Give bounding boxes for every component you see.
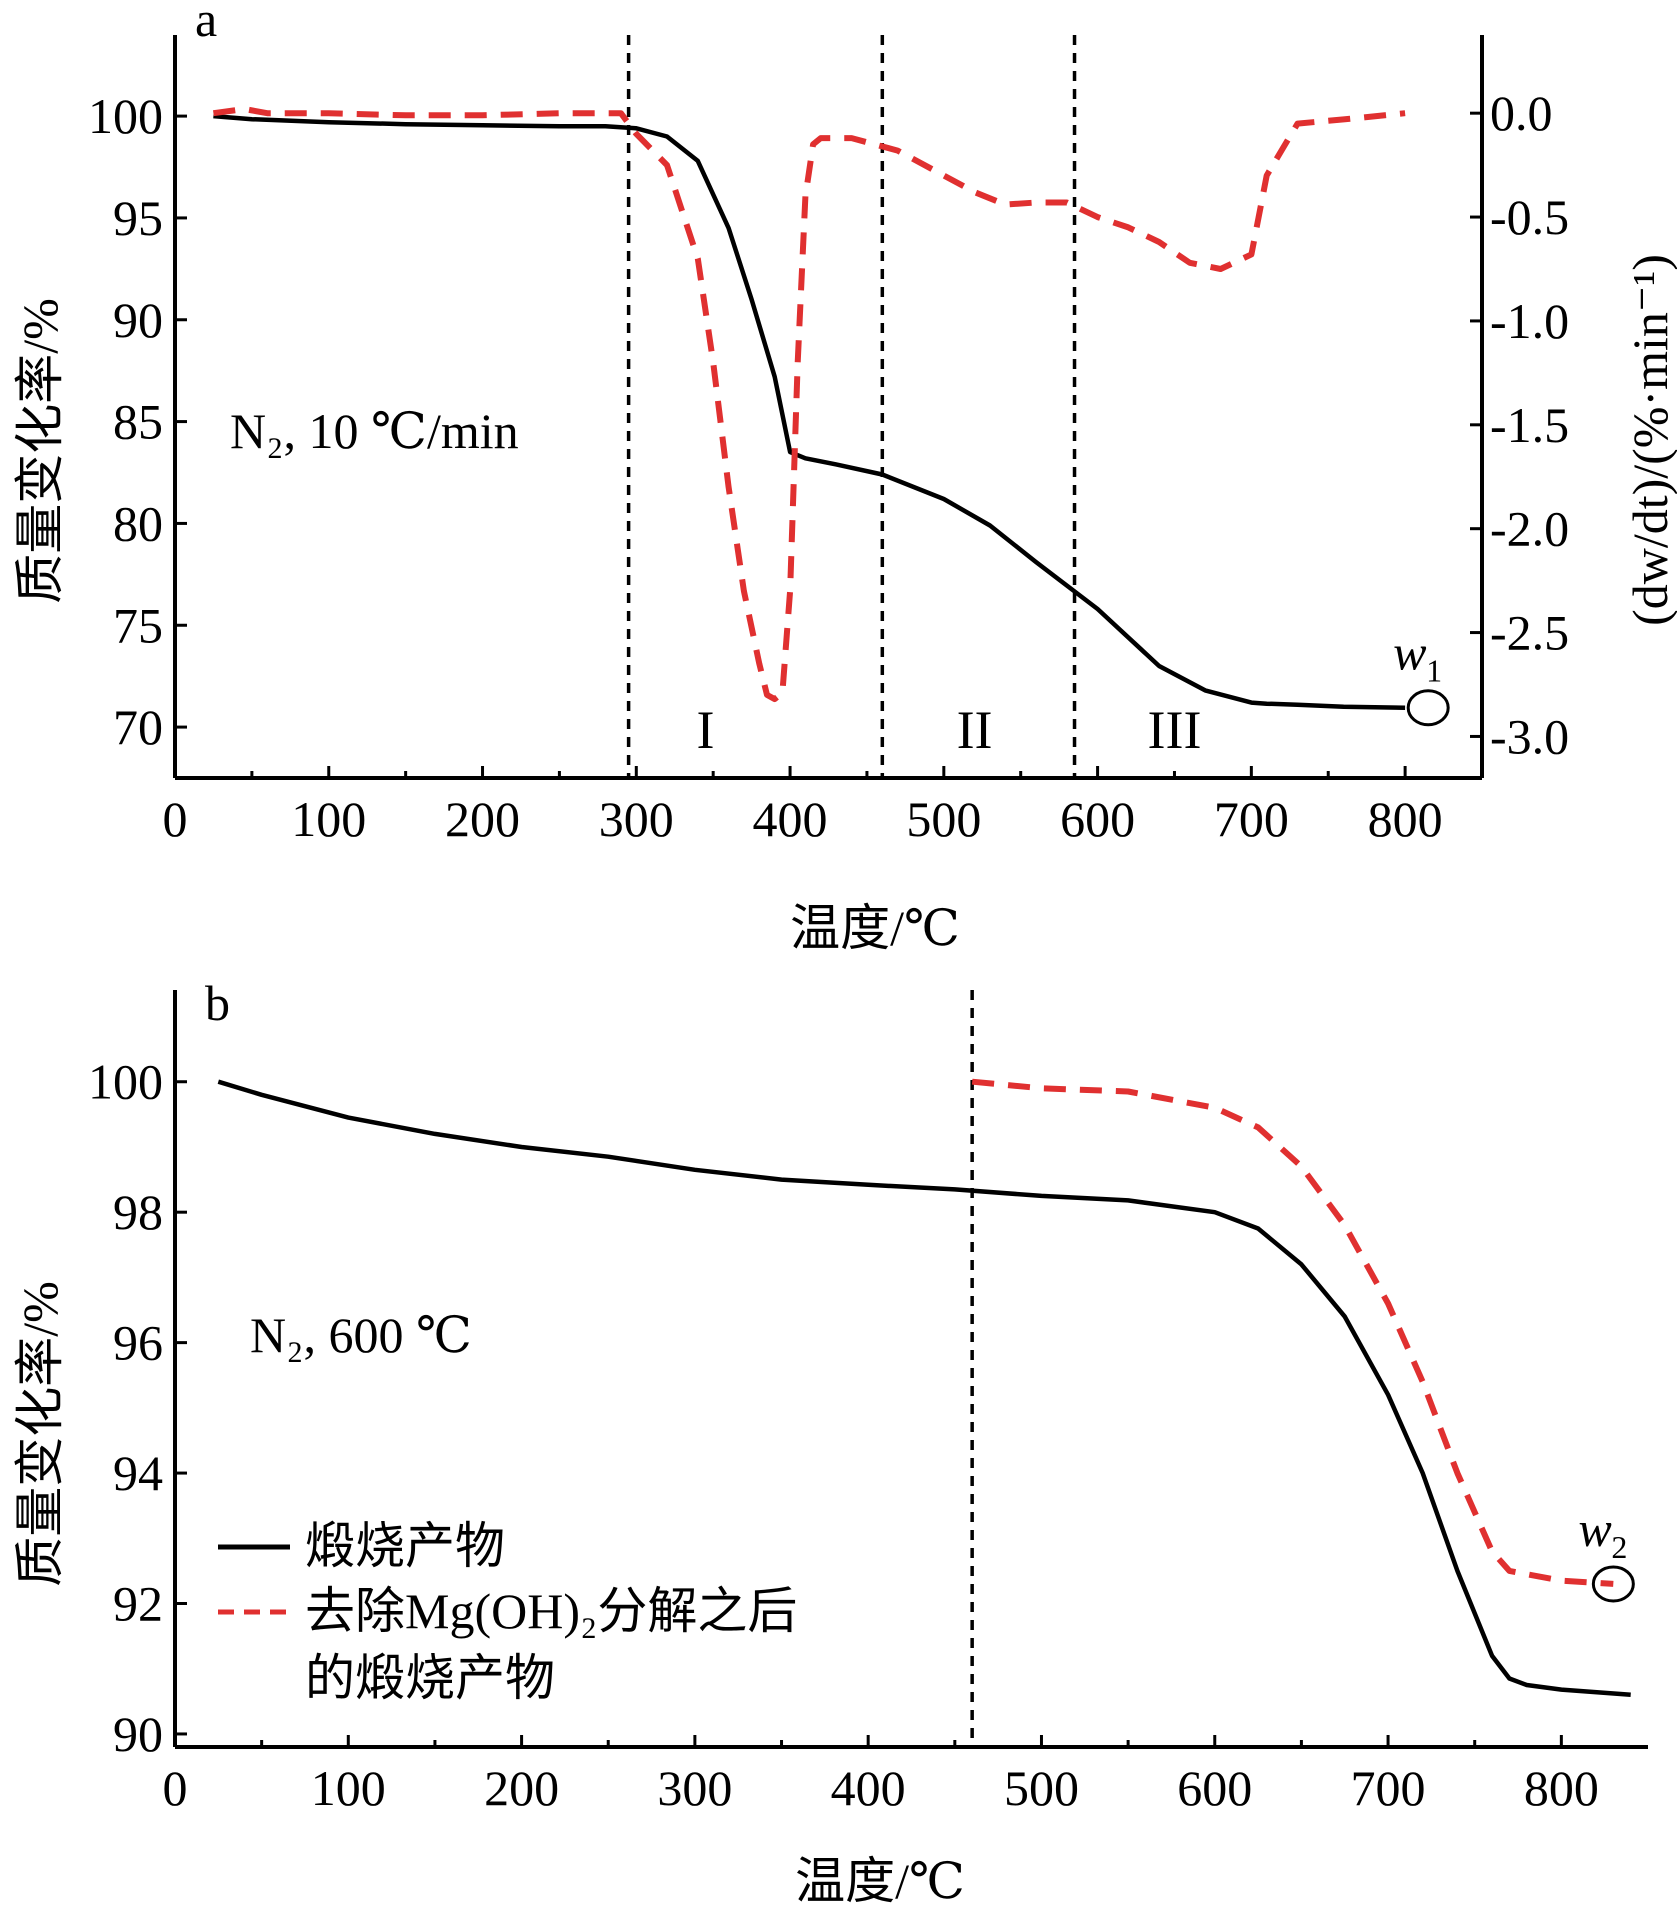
x-tick-label: 100 [311, 1760, 386, 1816]
panel-a-annotation: N₂, 10 ℃/min [230, 403, 519, 459]
panel-b-label: b [205, 975, 230, 1031]
x-tick-label: 400 [753, 791, 828, 847]
y-tick-label: 75 [113, 597, 163, 653]
y-right-tick-label: -1.5 [1490, 397, 1569, 453]
y-tick-label: 90 [113, 292, 163, 348]
y-tick-label: 70 [113, 699, 163, 755]
y-tick-label: 92 [113, 1576, 163, 1632]
region-label: III [1147, 700, 1201, 760]
x-tick-label: 700 [1214, 791, 1289, 847]
y-tick-label: 80 [113, 495, 163, 551]
marker-ellipse [1591, 1565, 1635, 1603]
y-tick-label: 90 [113, 1706, 163, 1762]
legend: 煅烧产物 去除Mg(OH)₂分解之后 的煅烧产物 [218, 1518, 797, 1706]
x-tick-labels: 0 100 200 300 400 500 600 700 800 [163, 791, 1443, 847]
y-tick-label: 100 [88, 1054, 163, 1110]
panel-b: b 0 100 200 300 400 500 600 700 800 90 92 94 96 98 10… [12, 975, 1648, 1909]
y-right-tick-label: -1.0 [1490, 293, 1569, 349]
panel-a: a 0 100 200 300 400 500 600 700 800 70 75 80 85 90 95… [12, 0, 1677, 956]
x-tick-label: 800 [1524, 1760, 1599, 1816]
y-right-tick-label: -0.5 [1490, 189, 1569, 245]
legend-label-2-line2: 的煅烧产物 [305, 1650, 555, 1706]
region-divider-lines [626, 35, 1077, 778]
x-tick-labels: 0 100 200 300 400 500 600 700 800 [163, 1760, 1599, 1816]
region-labels: I II III [696, 700, 1201, 760]
panel-a-y-axis-label: 质量变化率/% [12, 298, 68, 604]
y-tick-label: 96 [113, 1315, 163, 1371]
panel-b-y-axis-label: 质量变化率/% [12, 1281, 68, 1587]
y-tick-label: 94 [113, 1445, 163, 1501]
panel-a-label: a [195, 0, 217, 47]
dashed-series-line [971, 1078, 1614, 1587]
y-tick-label: 85 [113, 394, 163, 450]
y-tick-label: 95 [113, 190, 163, 246]
solid-series-line [213, 113, 1406, 710]
axes [173, 35, 1484, 780]
y-right-tick-label: -2.5 [1490, 605, 1569, 661]
panel-b-x-axis-label: 温度/℃ [795, 1853, 965, 1909]
x-tick-label: 500 [1004, 1760, 1079, 1816]
panel-b-annotation: N₂, 600 ℃ [250, 1307, 472, 1363]
series-group [217, 1078, 1631, 1698]
x-tick-label: 0 [163, 791, 188, 847]
x-tick-label: 600 [1060, 791, 1135, 847]
x-tick-label: 400 [831, 1760, 906, 1816]
marker-label: w [1393, 625, 1426, 681]
y-right-tick-label: -3.0 [1490, 708, 1569, 764]
marker-ellipse [1406, 689, 1450, 727]
x-tick-label: 200 [445, 791, 520, 847]
x-tick-label: 600 [1177, 1760, 1252, 1816]
y-tick-labels: 90 92 94 96 98 100 [88, 1054, 163, 1762]
x-tick-label: 300 [599, 791, 674, 847]
x-tick-label: 800 [1368, 791, 1443, 847]
series-group [212, 106, 1406, 710]
marker-subscript: 2 [1611, 1529, 1627, 1565]
legend-label-1: 煅烧产物 [305, 1518, 505, 1574]
panel-a-y-right-axis-label: (dw/dt)/(%·min⁻¹) [1622, 254, 1677, 626]
y-tick-label: 98 [113, 1184, 163, 1240]
x-tick-label: 500 [906, 791, 981, 847]
marker-subscript: 1 [1426, 653, 1442, 689]
axes [173, 990, 1648, 1749]
x-tick-label: 700 [1351, 1760, 1426, 1816]
region-label: II [957, 700, 993, 760]
y-tick-labels: 70 75 80 85 90 95 100 [88, 88, 163, 755]
x-tick-label: 300 [657, 1760, 732, 1816]
y-right-tick-label: -2.0 [1490, 501, 1569, 557]
y-tick-label: 100 [88, 88, 163, 144]
y-right-tick-label: 0.0 [1490, 85, 1553, 141]
legend-label-2: 去除Mg(OH)₂分解之后 [305, 1583, 797, 1639]
solid-series-line [217, 1079, 1631, 1698]
dashed-series-line [212, 106, 1406, 703]
marker-label: w [1578, 1501, 1611, 1557]
region-label: I [696, 700, 714, 760]
y-right-tick-labels: 0.0 -0.5 -1.0 -1.5 -2.0 -2.5 -3.0 [1490, 85, 1569, 764]
panel-a-x-axis-label: 温度/℃ [790, 900, 960, 956]
x-tick-label: 100 [291, 791, 366, 847]
x-tick-label: 200 [484, 1760, 559, 1816]
x-tick-label: 0 [163, 1760, 188, 1816]
